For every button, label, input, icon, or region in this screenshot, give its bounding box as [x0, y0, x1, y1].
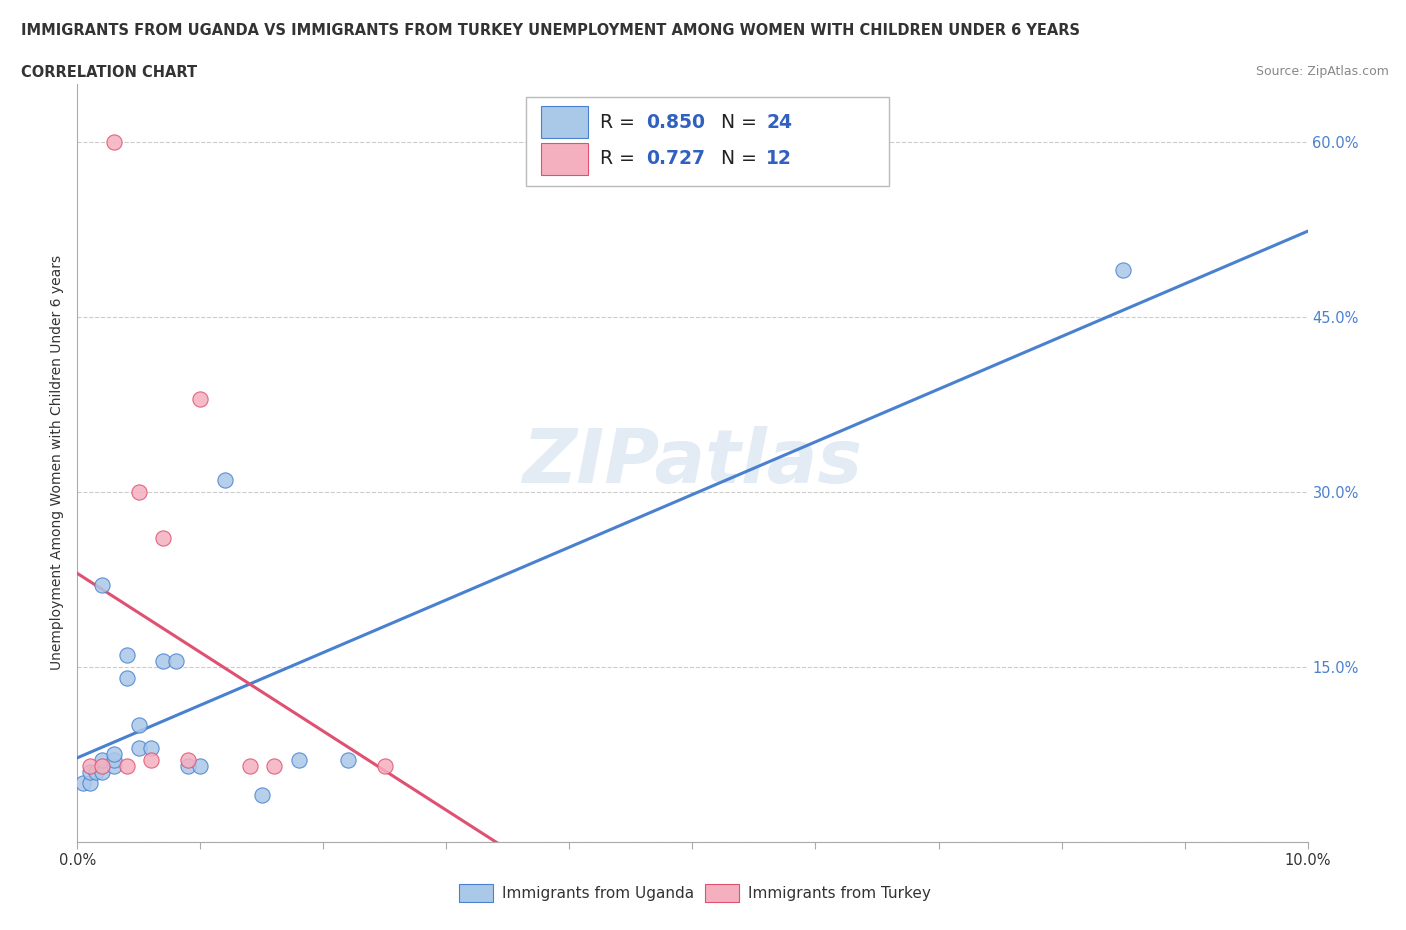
- FancyBboxPatch shape: [541, 106, 588, 139]
- Text: N =: N =: [721, 149, 762, 168]
- Text: R =: R =: [600, 149, 641, 168]
- Point: [90, 752, 114, 767]
- Point: [79, 764, 101, 779]
- FancyBboxPatch shape: [526, 97, 890, 186]
- Y-axis label: Unemployment Among Women with Children Under 6 years: Unemployment Among Women with Children U…: [51, 255, 65, 671]
- Text: Source: ZipAtlas.com: Source: ZipAtlas.com: [1256, 65, 1389, 78]
- Text: 12: 12: [766, 149, 792, 168]
- Point: [115, 671, 138, 685]
- Text: ZIPatlas: ZIPatlas: [523, 426, 862, 499]
- Point: [103, 759, 125, 774]
- Point: [374, 759, 396, 774]
- FancyBboxPatch shape: [704, 884, 740, 902]
- Point: [239, 759, 262, 774]
- Text: 24: 24: [766, 113, 792, 132]
- Point: [188, 759, 212, 774]
- Point: [103, 747, 125, 762]
- Point: [214, 472, 236, 487]
- Point: [165, 654, 187, 669]
- Point: [84, 764, 107, 779]
- Point: [250, 788, 273, 803]
- Point: [103, 135, 125, 150]
- Point: [72, 776, 94, 790]
- Point: [288, 752, 311, 767]
- Text: IMMIGRANTS FROM UGANDA VS IMMIGRANTS FROM TURKEY UNEMPLOYMENT AMONG WOMEN WITH C: IMMIGRANTS FROM UGANDA VS IMMIGRANTS FRO…: [21, 23, 1080, 38]
- Point: [263, 759, 285, 774]
- Point: [337, 752, 360, 767]
- Point: [79, 776, 101, 790]
- Point: [188, 392, 212, 406]
- Point: [90, 578, 114, 592]
- Point: [177, 759, 200, 774]
- Point: [152, 531, 174, 546]
- Point: [103, 752, 125, 767]
- Point: [115, 647, 138, 662]
- Text: Immigrants from Uganda: Immigrants from Uganda: [502, 885, 695, 900]
- Point: [128, 718, 150, 733]
- FancyBboxPatch shape: [541, 143, 588, 175]
- Point: [128, 741, 150, 756]
- Text: 0.727: 0.727: [645, 149, 704, 168]
- Point: [128, 485, 150, 499]
- Point: [141, 752, 163, 767]
- Text: 0.850: 0.850: [645, 113, 704, 132]
- FancyBboxPatch shape: [458, 884, 494, 902]
- Text: CORRELATION CHART: CORRELATION CHART: [21, 65, 197, 80]
- Point: [79, 759, 101, 774]
- Text: N =: N =: [721, 113, 762, 132]
- Point: [152, 654, 174, 669]
- Text: Immigrants from Turkey: Immigrants from Turkey: [748, 885, 931, 900]
- Point: [141, 741, 163, 756]
- Point: [115, 759, 138, 774]
- Text: R =: R =: [600, 113, 641, 132]
- Point: [177, 752, 200, 767]
- Point: [90, 764, 114, 779]
- Point: [90, 759, 114, 774]
- Point: [1112, 263, 1135, 278]
